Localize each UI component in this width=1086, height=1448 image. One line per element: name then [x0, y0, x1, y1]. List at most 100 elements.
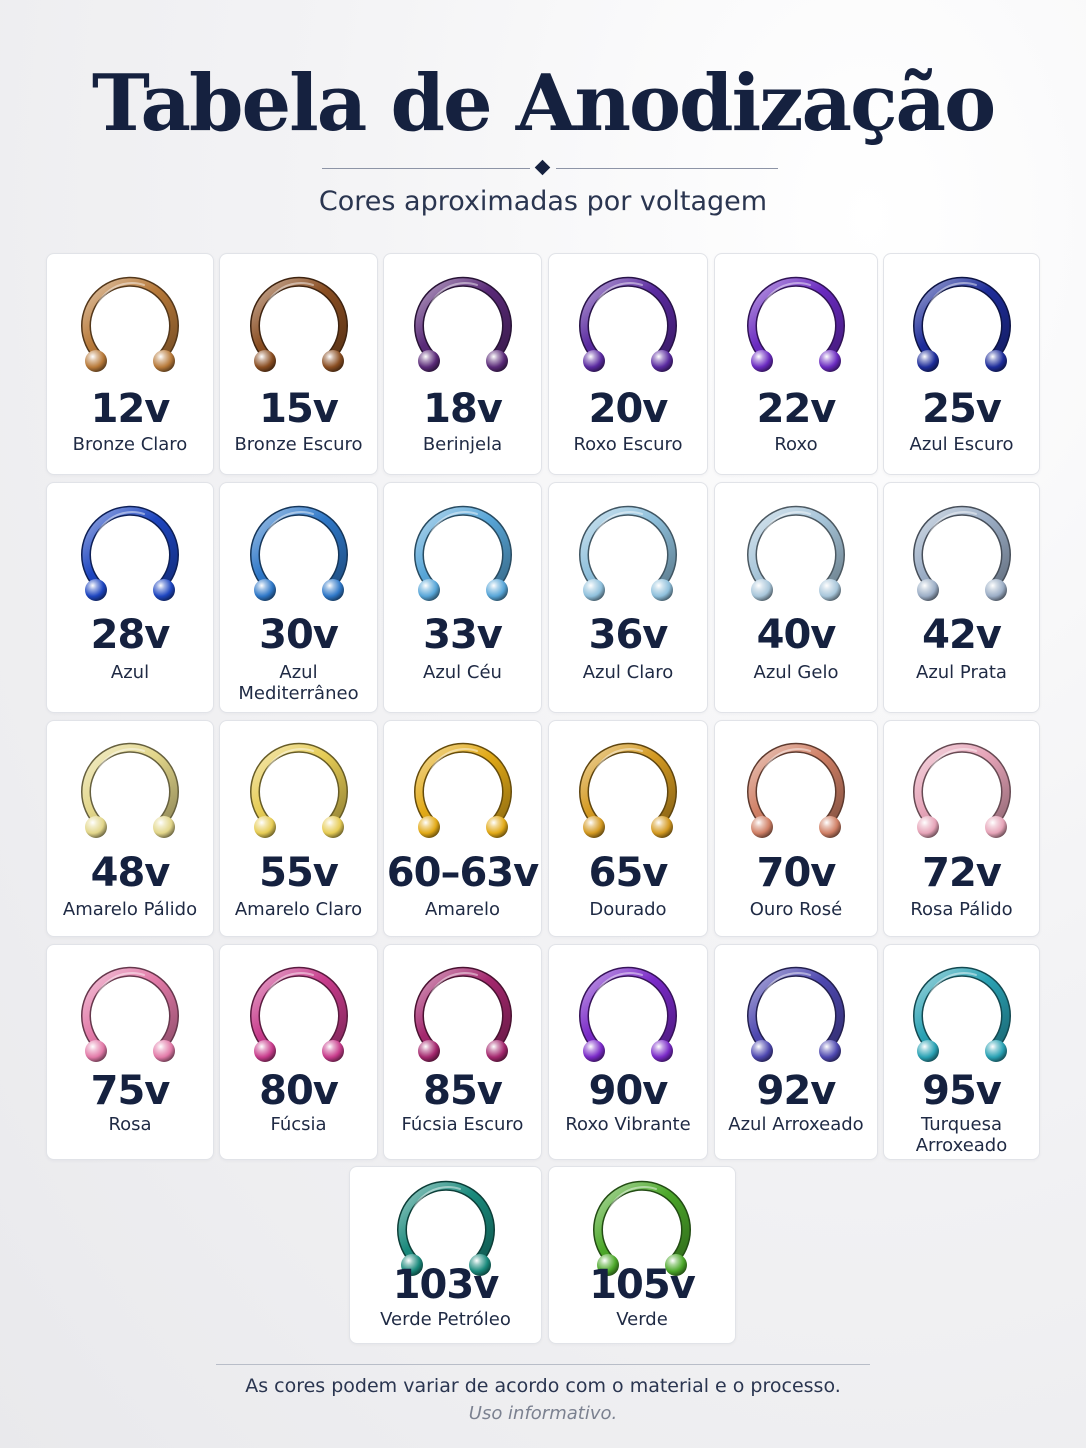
swatch-card: 65v Dourado	[548, 720, 708, 937]
voltage-label: 65v	[588, 850, 669, 896]
voltage-label: 103v	[392, 1262, 500, 1308]
color-name-label: Amarelo	[425, 899, 500, 920]
swatch-card: 95v Turquesa Arroxeado	[883, 944, 1040, 1160]
color-name-label: Rosa Pálido	[910, 899, 1013, 920]
color-name-label: Verde	[616, 1309, 668, 1330]
color-name-label: Bronze Escuro	[234, 434, 363, 455]
voltage-label: 40v	[756, 612, 837, 658]
horseshoe-ring-icon	[912, 742, 1011, 838]
horseshoe-ring-icon	[81, 742, 179, 838]
swatch-card: 92v Azul Arroxeado	[714, 944, 878, 1160]
horseshoe-ring-icon	[747, 505, 845, 601]
horseshoe-ring-icon	[249, 505, 348, 601]
swatch-card: 80v Fúcsia	[219, 944, 378, 1160]
horseshoe-ring-icon	[81, 505, 179, 601]
voltage-label: 55v	[259, 850, 339, 896]
color-name-label: Amarelo Pálido	[62, 899, 198, 920]
color-name-label: Roxo Escuro	[573, 434, 683, 455]
swatch-card: 22v Roxo	[714, 253, 878, 475]
swatch-card: 55v Amarelo Claro	[219, 720, 378, 937]
voltage-label: 48v	[90, 850, 171, 896]
swatch-card: 85v Fúcsia Escuro	[383, 944, 542, 1160]
voltage-label: 25v	[922, 386, 1002, 432]
color-name-label: Roxo Vibrante	[565, 1114, 691, 1135]
voltage-label: 80v	[259, 1068, 339, 1114]
voltage-label: 92v	[756, 1068, 837, 1114]
voltage-label: 72v	[922, 850, 1002, 896]
swatch-card: 90v Roxo Vibrante	[548, 944, 708, 1160]
voltage-label: 28v	[90, 612, 171, 658]
horseshoe-ring-icon	[413, 742, 512, 838]
horseshoe-ring-icon	[747, 276, 845, 372]
swatch-card: 105v Verde	[548, 1166, 736, 1344]
horseshoe-ring-icon	[249, 742, 348, 838]
voltage-label: 85v	[423, 1068, 503, 1114]
voltage-label: 95v	[922, 1068, 1002, 1114]
footer-divider	[216, 1364, 870, 1365]
swatch-card: 70v Ouro Rosé	[714, 720, 878, 937]
horseshoe-ring-icon	[747, 742, 845, 838]
horseshoe-ring-icon	[413, 966, 512, 1062]
footer-disclaimer: Uso informativo.	[468, 1403, 618, 1424]
horseshoe-ring-icon	[593, 1180, 691, 1276]
color-name-label: Fúcsia Escuro	[401, 1114, 524, 1135]
voltage-label: 75v	[90, 1068, 171, 1114]
color-name-label: Fúcsia	[270, 1114, 327, 1135]
color-name-label: Azul Claro	[582, 662, 674, 683]
color-name-label: Verde Petróleo	[380, 1309, 511, 1330]
swatch-card: 33v Azul Céu	[383, 482, 542, 713]
swatch-card: 18v Berinjela	[383, 253, 542, 475]
swatch-card: 75v Rosa	[46, 944, 214, 1160]
horseshoe-ring-icon	[912, 276, 1011, 372]
color-name-label: Rosa	[108, 1114, 152, 1135]
color-name-label: Azul Mediterrâneo	[238, 662, 359, 704]
horseshoe-ring-icon	[396, 1180, 495, 1276]
horseshoe-ring-icon	[747, 966, 845, 1062]
horseshoe-ring-icon	[579, 966, 677, 1062]
swatch-card: 40v Azul Gelo	[714, 482, 878, 713]
voltage-label: 42v	[922, 612, 1002, 658]
horseshoe-ring-icon	[912, 966, 1011, 1062]
voltage-label: 12v	[90, 386, 171, 432]
color-name-label: Dourado	[589, 899, 667, 920]
swatch-card: 20v Roxo Escuro	[548, 253, 708, 475]
horseshoe-ring-icon	[81, 966, 179, 1062]
swatch-card: 48v Amarelo Pálido	[46, 720, 214, 937]
swatch-card: 30v Azul Mediterrâneo	[219, 482, 378, 713]
color-name-label: Roxo	[774, 434, 818, 455]
color-name-label: Turquesa Arroxeado	[915, 1114, 1008, 1156]
color-name-label: Azul Escuro	[909, 434, 1014, 455]
horseshoe-ring-icon	[579, 276, 677, 372]
footer-note: As cores podem variar de acordo com o ma…	[245, 1375, 841, 1397]
color-name-label: Berinjela	[422, 434, 503, 455]
swatch-card: 25v Azul Escuro	[883, 253, 1040, 475]
voltage-label: 70v	[756, 850, 837, 896]
color-name-label: Bronze Claro	[72, 434, 188, 455]
voltage-label: 20v	[588, 386, 669, 432]
horseshoe-ring-icon	[912, 505, 1011, 601]
color-name-label: Azul Gelo	[753, 662, 839, 683]
title-divider-right	[556, 168, 778, 169]
page-subtitle: Cores aproximadas por voltagem	[318, 186, 768, 217]
voltage-label: 90v	[588, 1068, 669, 1114]
color-name-label: Ouro Rosé	[749, 899, 843, 920]
swatch-card: 15v Bronze Escuro	[219, 253, 378, 475]
horseshoe-ring-icon	[579, 505, 677, 601]
swatch-card: 72v Rosa Pálido	[883, 720, 1040, 937]
voltage-label: 105v	[589, 1262, 696, 1308]
swatch-card: 103v Verde Petróleo	[349, 1166, 542, 1344]
voltage-label: 33v	[423, 612, 503, 658]
swatch-card: 42v Azul Prata	[883, 482, 1040, 713]
color-name-label: Azul Arroxeado	[728, 1114, 864, 1135]
voltage-label: 60–63v	[386, 850, 539, 896]
title-divider-left	[322, 168, 530, 169]
color-name-label: Amarelo Claro	[234, 899, 363, 920]
color-name-label: Azul	[110, 662, 150, 683]
horseshoe-ring-icon	[413, 276, 512, 372]
horseshoe-ring-icon	[579, 742, 677, 838]
voltage-label: 30v	[259, 612, 339, 658]
swatch-card: 60–63v Amarelo	[383, 720, 542, 937]
horseshoe-ring-icon	[249, 966, 348, 1062]
swatch-card: 12v Bronze Claro	[46, 253, 214, 475]
horseshoe-ring-icon	[413, 505, 512, 601]
